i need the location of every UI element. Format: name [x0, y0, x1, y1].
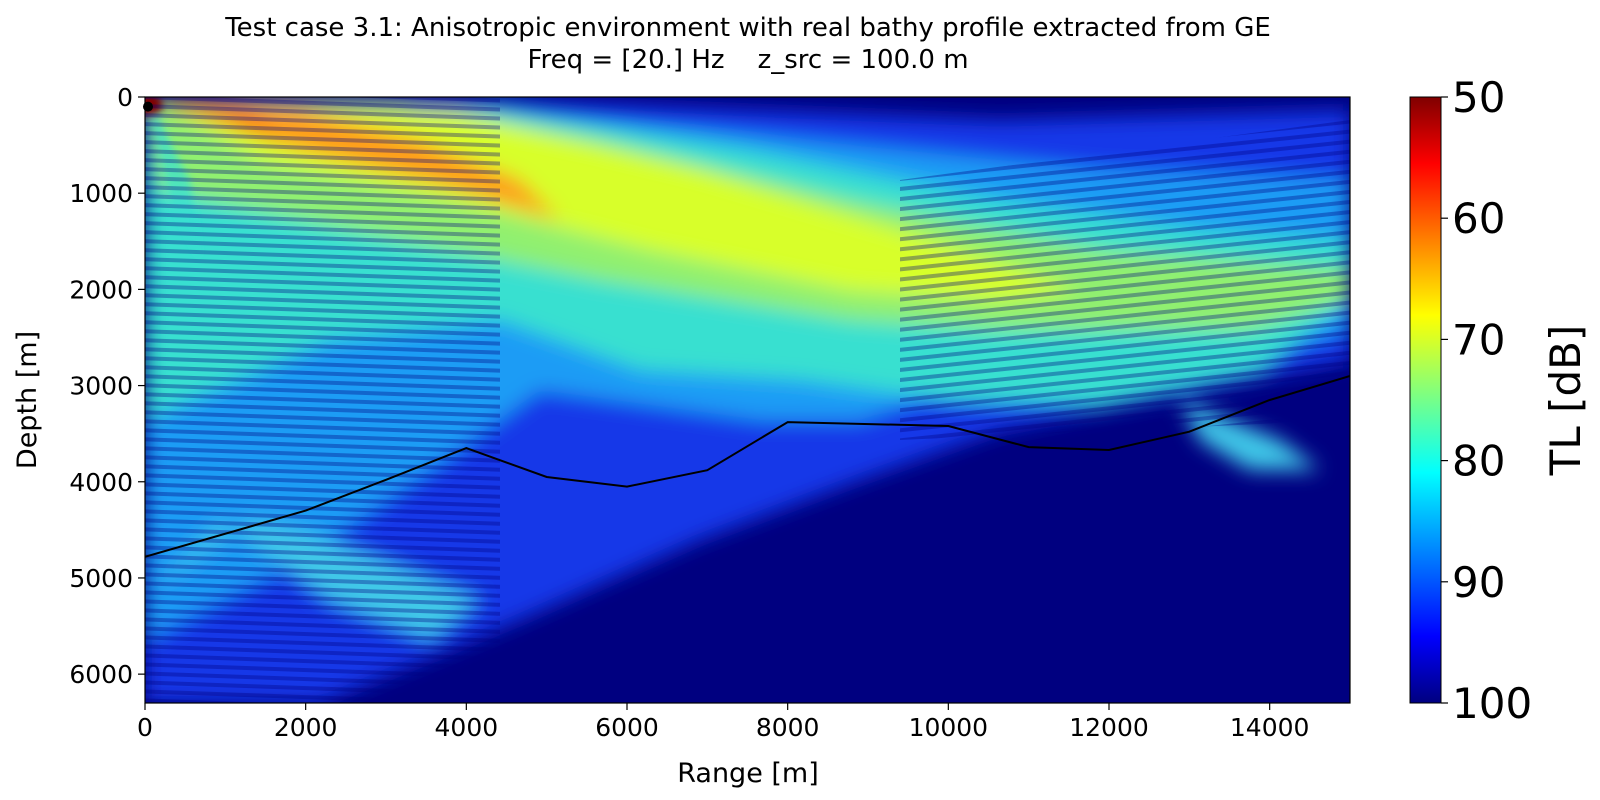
colorbar-tick-label: 90 [1452, 558, 1505, 607]
y-tick-label: 4000 [69, 468, 133, 497]
x-tick-label: 14000 [1230, 713, 1310, 742]
x-tick-label: 12000 [1069, 713, 1149, 742]
x-tick-label: 2000 [274, 713, 338, 742]
y-tick-label: 2000 [69, 275, 133, 304]
x-tick-label: 6000 [595, 713, 659, 742]
y-axis-label: Depth [m] [12, 331, 43, 469]
colorbar-tick-label: 60 [1452, 194, 1505, 243]
y-tick-label: 3000 [69, 372, 133, 401]
colorbar [1409, 96, 1442, 704]
heatmap-field [145, 97, 1350, 703]
colorbar-tick-label: 70 [1452, 315, 1505, 364]
x-tick-label: 8000 [756, 713, 820, 742]
y-tick-label: 5000 [69, 564, 133, 593]
chart-title: Test case 3.1: Anisotropic environment w… [224, 13, 1271, 43]
colorbar-tick-label: 100 [1452, 679, 1532, 728]
colorbar-ticks: 50 60 70 80 90 100 [1441, 73, 1532, 728]
colorbar-tick-label: 80 [1452, 437, 1505, 486]
x-axis-label: Range [m] [677, 758, 819, 789]
x-tick-label: 4000 [435, 713, 499, 742]
chart-subtitle: Freq = [20.] Hz z_src = 100.0 m [527, 45, 968, 75]
y-tick-label: 0 [117, 83, 133, 112]
colorbar-tick-label: 50 [1452, 73, 1505, 122]
plot-frame [144, 96, 1351, 704]
x-axis-ticks: 0 2000 4000 6000 8000 10000 12000 14000 [137, 703, 1309, 742]
x-tick-label: 0 [137, 713, 153, 742]
y-tick-label: 1000 [69, 179, 133, 208]
colorbar-label: TL [dB] [1541, 325, 1590, 477]
y-tick-label: 6000 [69, 660, 133, 689]
bathymetry-line [145, 375, 1350, 558]
x-tick-label: 10000 [909, 713, 989, 742]
y-axis-ticks: 0 1000 2000 3000 4000 5000 6000 [69, 83, 145, 689]
